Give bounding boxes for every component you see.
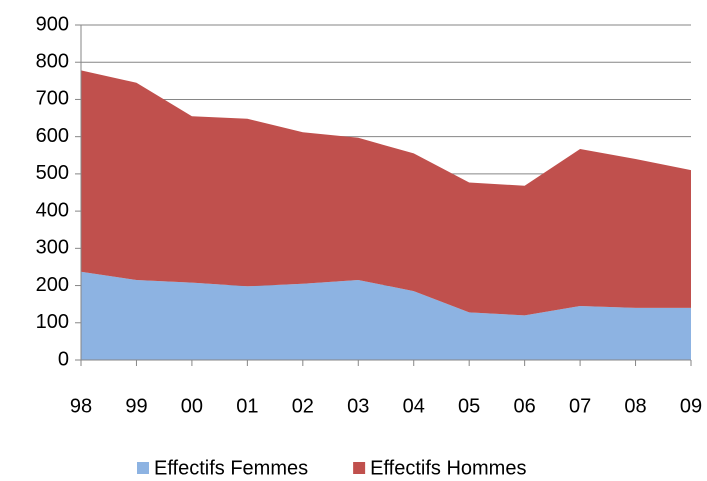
y-tick-label: 500 [36, 162, 69, 184]
x-tick-label: 02 [292, 395, 314, 417]
x-tick-label: 00 [181, 395, 203, 417]
x-tick-label: 07 [569, 395, 591, 417]
x-tick-label: 04 [403, 395, 425, 417]
x-tick-label: 08 [624, 395, 646, 417]
legend-swatch [137, 462, 149, 474]
y-tick-label: 200 [36, 274, 69, 296]
y-tick-label: 800 [36, 51, 69, 73]
y-tick-label: 900 [36, 13, 69, 35]
legend-swatch [353, 462, 366, 474]
y-tick-label: 0 [58, 348, 69, 370]
y-tick-label: 700 [36, 88, 69, 110]
legend-label: Effectifs Femmes [154, 457, 308, 479]
x-tick-label: 01 [236, 395, 258, 417]
x-tick-label: 06 [514, 395, 536, 417]
y-tick-label: 600 [36, 125, 69, 147]
y-tick-label: 400 [36, 199, 69, 221]
x-tick-label: 98 [70, 395, 92, 417]
x-tick-label: 05 [458, 395, 480, 417]
y-tick-label: 100 [36, 311, 69, 333]
x-tick-label: 03 [347, 395, 369, 417]
area [81, 271, 691, 360]
x-tick-label: 99 [125, 395, 147, 417]
y-tick-label: 300 [36, 237, 69, 259]
area [81, 70, 691, 316]
legend-label: Effectifs Hommes [370, 457, 526, 479]
x-tick-label: 09 [680, 395, 702, 417]
